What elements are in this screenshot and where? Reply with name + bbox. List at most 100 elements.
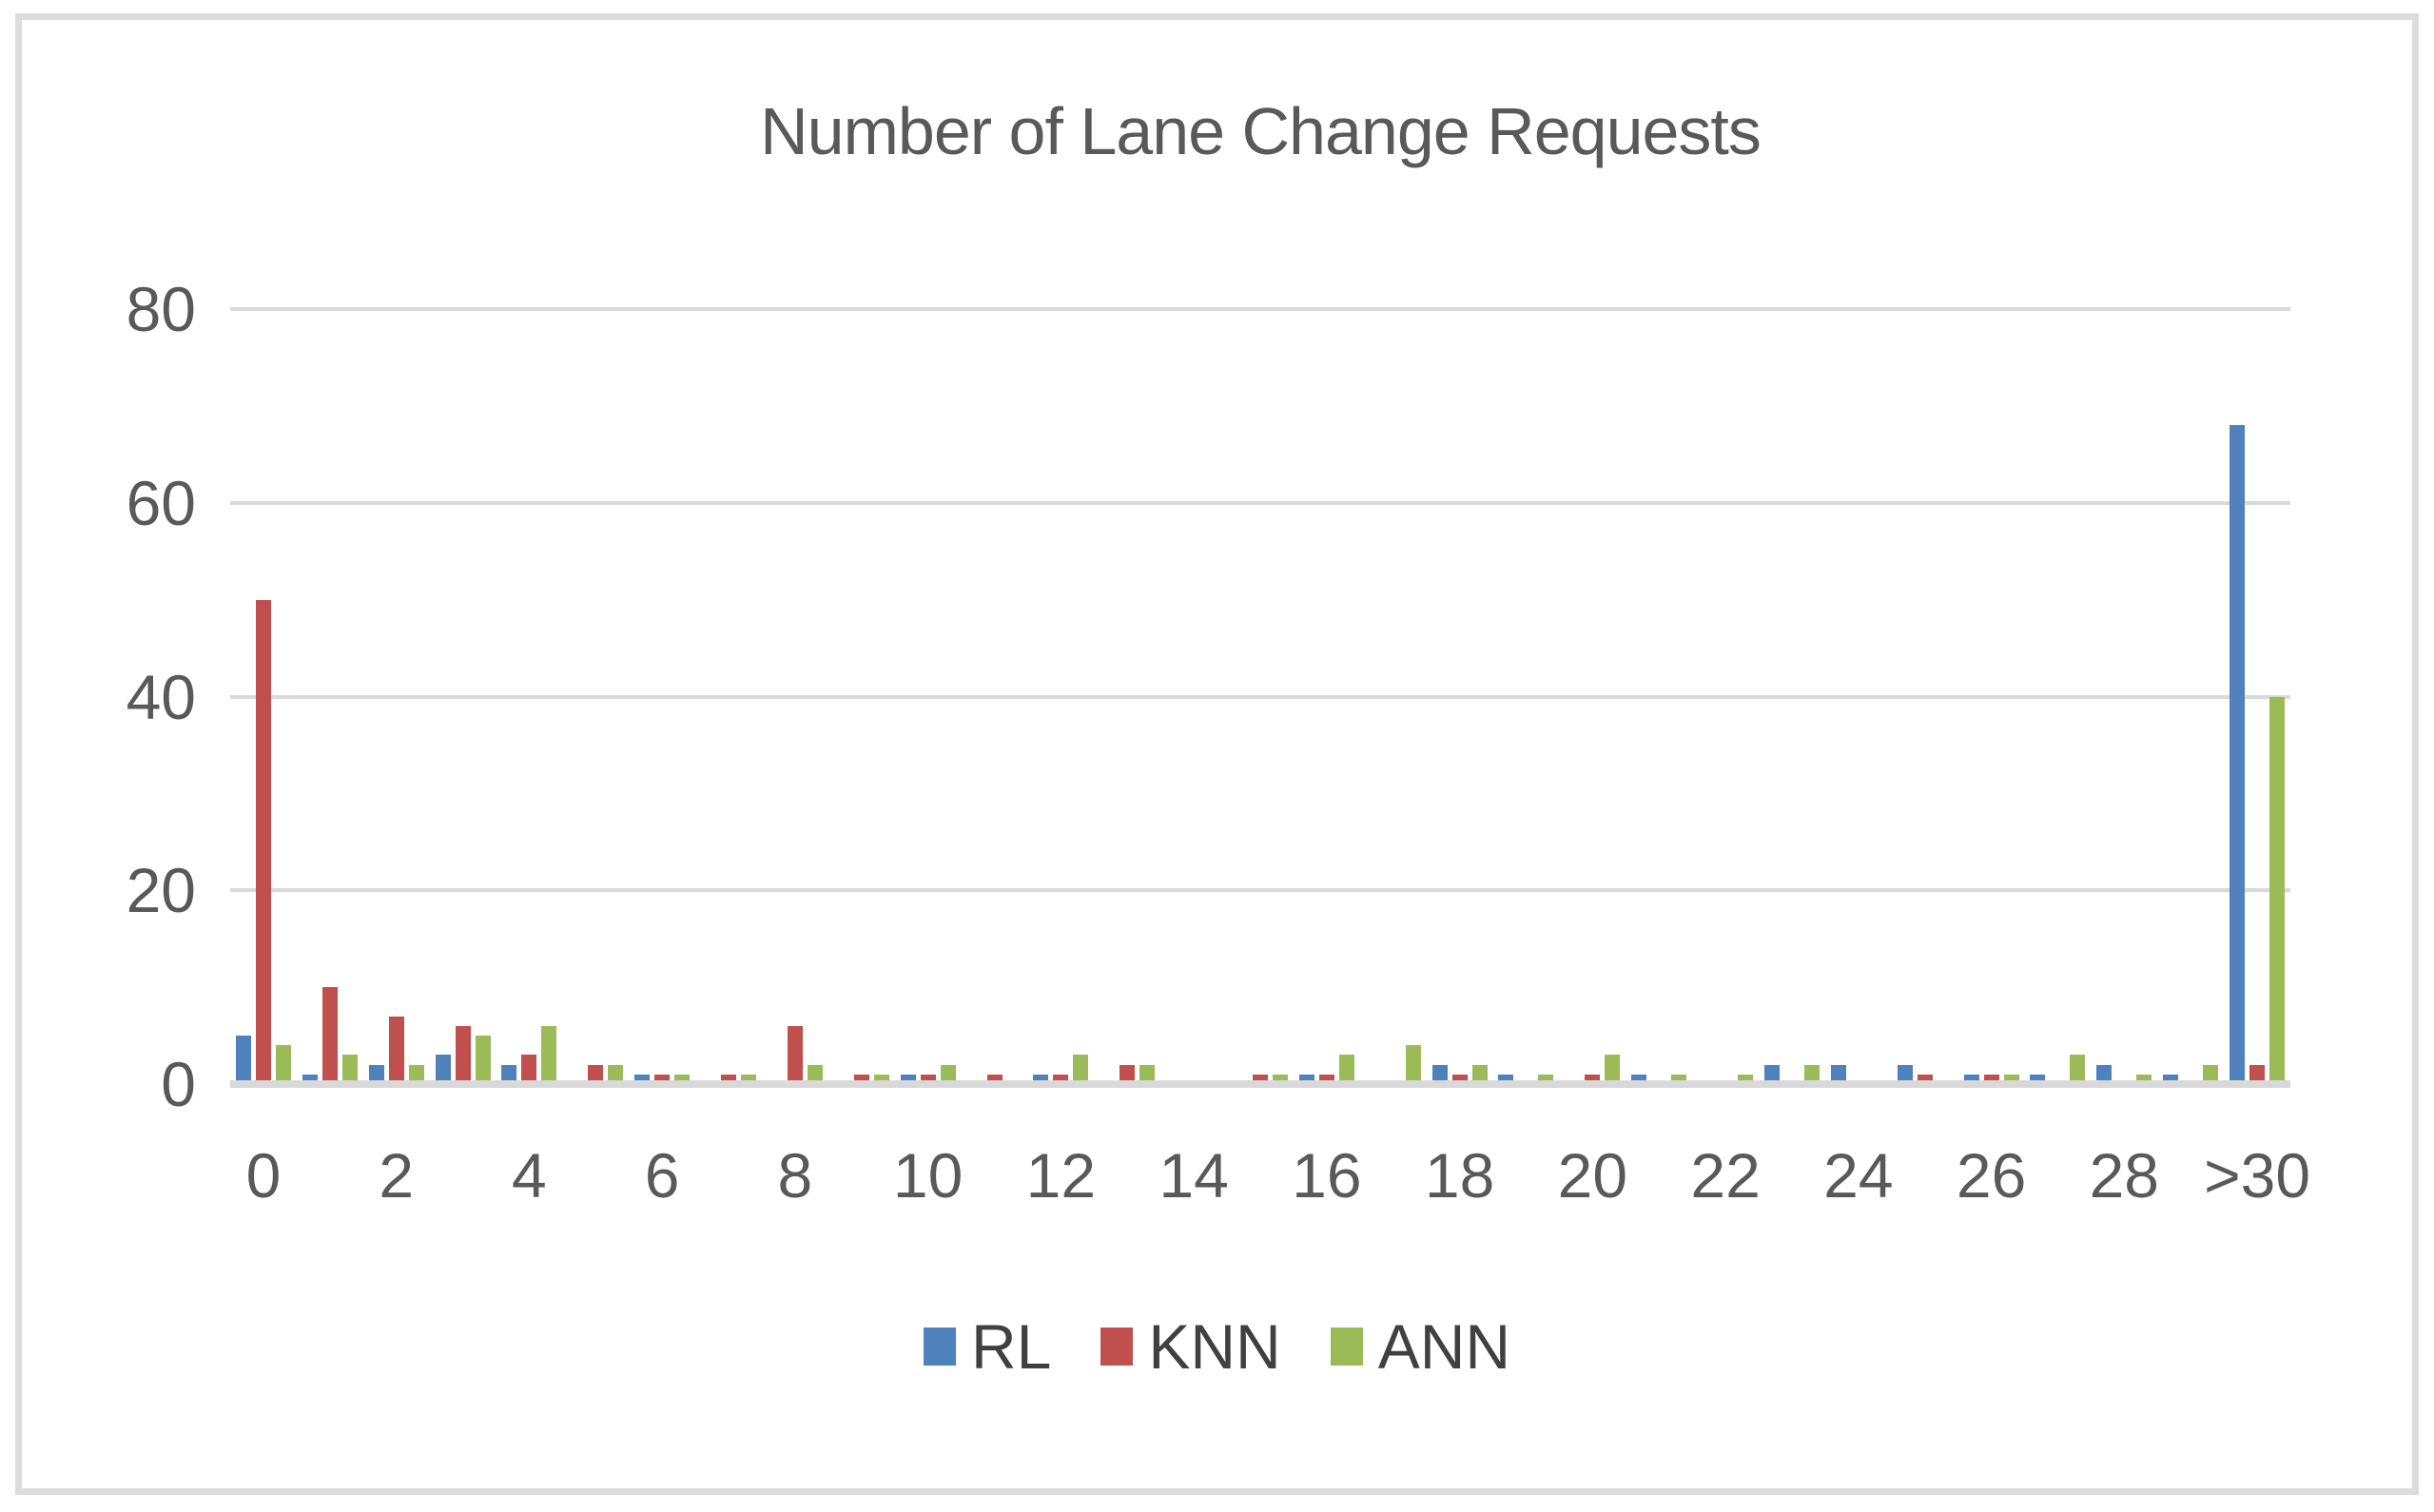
y-axis-tick-label: 20	[126, 855, 196, 926]
y-axis-tick-label: 40	[126, 661, 196, 732]
bar-ANN-3	[475, 1036, 491, 1084]
bar-ANN-1	[341, 1055, 358, 1084]
bar-RL-27	[2030, 1074, 2046, 1084]
bar-ANN-16	[1338, 1055, 1354, 1084]
bar-KNN-18	[1451, 1074, 1468, 1084]
legend-label-RL: RL	[970, 1311, 1052, 1382]
x-axis-tick-label: 28	[2089, 1140, 2160, 1211]
plot-area	[230, 307, 2290, 1088]
y-axis-tick-label: 80	[126, 274, 196, 344]
x-axis-tick-label: 10	[892, 1140, 964, 1211]
bar-ANN-6	[674, 1074, 691, 1084]
bar-ANN-5	[608, 1064, 624, 1084]
bar-KNN-5	[588, 1064, 604, 1084]
x-axis-tick-label: 8	[777, 1140, 813, 1211]
bar-RL-16	[1298, 1074, 1314, 1084]
x-axis-tick-label: 14	[1159, 1140, 1229, 1211]
bar-ANN-10	[940, 1064, 956, 1084]
bar-RL-4	[501, 1064, 517, 1084]
bar-ANN-23	[1803, 1064, 1820, 1084]
bar-KNN-11	[986, 1074, 1003, 1084]
y-axis-tick-label: 60	[126, 467, 196, 538]
bar-RL-25	[1897, 1064, 1913, 1084]
bar-KNN-6	[654, 1074, 671, 1084]
legend-item-KNN: KNN	[1100, 1311, 1281, 1382]
x-axis-tick-label: 6	[644, 1140, 680, 1211]
x-axis-tick-label: 0	[245, 1140, 282, 1211]
bar-RL-0	[235, 1036, 251, 1084]
bar-ANN->30	[2269, 696, 2286, 1084]
gridline-y60	[230, 500, 2290, 505]
bar-ANN-7	[741, 1074, 757, 1084]
bar-ANN-19	[1538, 1074, 1554, 1084]
bar-RL-3	[435, 1055, 451, 1084]
bar-KNN-2	[388, 1016, 404, 1084]
gridline-y20	[230, 888, 2290, 893]
legend-item-RL: RL	[923, 1311, 1052, 1382]
legend-label-ANN: ANN	[1377, 1311, 1511, 1382]
x-axis-tick-label: >30	[2204, 1140, 2311, 1211]
gridline-y40	[230, 694, 2290, 699]
x-axis-tick-label: 26	[1956, 1140, 2027, 1211]
bar-KNN-15	[1253, 1074, 1268, 1084]
bar-ANN-15	[1273, 1074, 1288, 1084]
bar-ANN-28	[2136, 1074, 2152, 1084]
bar-RL-23	[1763, 1064, 1780, 1084]
bar-ANN-8	[807, 1064, 823, 1084]
bar-ANN-22	[1738, 1074, 1754, 1084]
bar-ANN-27	[2070, 1055, 2086, 1084]
legend-item-ANN: ANN	[1330, 1311, 1511, 1382]
bar-ANN-13	[1139, 1064, 1156, 1084]
x-axis-tick-label: 18	[1424, 1140, 1495, 1211]
x-axis-tick-label: 4	[512, 1140, 547, 1211]
bar-RL-29	[2163, 1074, 2179, 1084]
bar-RL-2	[368, 1064, 384, 1084]
x-axis-tick-label: 20	[1557, 1140, 1628, 1211]
x-axis-tick-label: 24	[1823, 1140, 1894, 1211]
bar-KNN-20	[1585, 1074, 1601, 1084]
bar-RL-19	[1498, 1074, 1514, 1084]
bar-KNN-7	[721, 1074, 737, 1084]
bar-KNN-16	[1318, 1074, 1334, 1084]
bar-RL->30	[2230, 425, 2246, 1084]
bar-ANN-26	[2003, 1074, 2019, 1084]
y-axis-tick-label: 0	[161, 1049, 196, 1119]
bar-ANN-12	[1073, 1055, 1089, 1084]
bar-KNN-9	[853, 1074, 869, 1084]
bar-KNN-3	[455, 1025, 471, 1084]
bar-ANN-0	[275, 1045, 291, 1084]
bar-RL-6	[634, 1074, 651, 1084]
bar-RL-1	[302, 1074, 318, 1084]
bar-RL-28	[2096, 1064, 2113, 1084]
bar-ANN-18	[1471, 1064, 1488, 1084]
bar-KNN-13	[1120, 1064, 1136, 1084]
bar-KNN->30	[2249, 1064, 2266, 1084]
x-axis-tick-label: 12	[1025, 1140, 1097, 1211]
legend-label-KNN: KNN	[1148, 1311, 1281, 1382]
bar-RL-12	[1033, 1074, 1049, 1084]
bar-ANN-29	[2203, 1064, 2219, 1084]
bar-ANN-20	[1605, 1055, 1621, 1084]
bar-ANN-2	[408, 1064, 424, 1084]
bar-RL-26	[1963, 1074, 1979, 1084]
bar-RL-24	[1830, 1064, 1846, 1084]
legend: RL KNN ANN	[0, 1308, 2434, 1385]
bar-KNN-1	[321, 987, 338, 1084]
bar-KNN-8	[787, 1025, 803, 1084]
bar-KNN-12	[1053, 1074, 1069, 1084]
bar-RL-10	[900, 1074, 916, 1084]
bar-RL-18	[1431, 1064, 1448, 1084]
bar-KNN-4	[521, 1055, 537, 1084]
legend-swatch-ANN	[1330, 1328, 1363, 1366]
chart-title: Number of Lane Change Requests	[760, 94, 1762, 168]
bar-KNN-26	[1983, 1074, 1999, 1084]
x-axis-tick-label: 16	[1292, 1140, 1362, 1211]
x-axis-line	[230, 1080, 2290, 1088]
bar-RL-21	[1631, 1074, 1647, 1084]
bar-KNN-10	[920, 1074, 936, 1084]
legend-swatch-KNN	[1100, 1328, 1134, 1366]
bar-KNN-0	[255, 599, 271, 1084]
bar-KNN-25	[1917, 1074, 1933, 1084]
bar-ANN-17	[1405, 1045, 1421, 1084]
